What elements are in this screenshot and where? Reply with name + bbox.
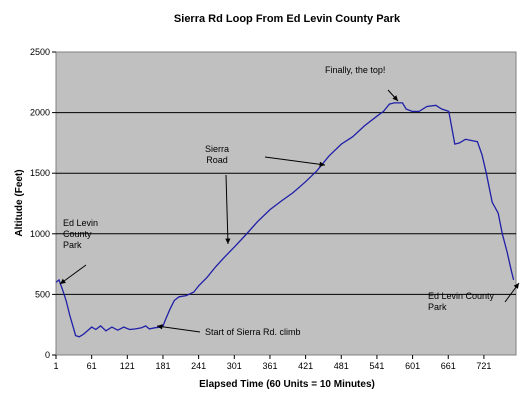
annotation-ed-levin-start: Ed Levin County Park [63,218,98,250]
y-axis-title: Altitude (Feet) [14,169,25,236]
annotation-sierra-road: Sierra Road [205,144,229,165]
annotation-arrow-line [264,156,326,166]
plot-area [55,51,517,356]
x-axis-title: Elapsed Time (60 Units = 10 Minutes) [199,379,375,390]
y-tick-label: 1500 [30,168,50,178]
x-tick-label: 721 [476,361,491,371]
y-tick-label: 1000 [30,229,50,239]
x-tick-label: 1 [53,361,58,371]
annotation-arrowhead [157,324,163,330]
annotation-line: Start of Sierra Rd. climb [205,327,301,337]
x-tick-label: 121 [120,361,135,371]
annotation-line: Sierra [205,144,229,154]
annotation-climb-start: Start of Sierra Rd. climb [205,327,301,337]
annotation-arrowhead [513,283,519,289]
annotation-line: County [63,229,92,239]
annotation-arrow-line [225,174,229,245]
y-tick-label: 500 [35,289,50,299]
annotation-line: Ed Levin County [428,291,495,301]
x-tick-label: 661 [441,361,456,371]
x-tick-label: 301 [227,361,242,371]
x-tick-label: 241 [191,361,206,371]
annotation-line: Ed Levin [63,218,98,228]
x-tick-label: 181 [155,361,170,371]
y-tick-label: 2500 [30,47,50,57]
x-tick-label: 361 [262,361,277,371]
x-tick-label: 421 [298,361,313,371]
series-line [55,102,515,338]
x-tick-label: 601 [405,361,420,371]
annotation-line: Park [63,240,82,250]
annotation-line: Park [428,302,447,312]
annotation-arrowhead [392,95,398,101]
annotation-arrowhead [319,161,325,167]
annotation-line: Road [206,155,228,165]
annotation-arrowhead [225,238,231,244]
x-tick-label: 541 [369,361,384,371]
chart-title: Sierra Rd Loop From Ed Levin County Park [174,13,401,25]
annotation-top: Finally, the top! [325,65,385,75]
y-tick-label: 0 [45,350,50,360]
x-tick-label: 61 [87,361,97,371]
annotation-arrow-line [156,325,201,333]
y-tick-label: 2000 [30,108,50,118]
x-tick-label: 481 [334,361,349,371]
annotation-arrowhead [60,278,66,284]
annotation-ed-levin-end: Ed Levin County Park [428,291,495,312]
annotation-line: Finally, the top! [325,65,385,75]
